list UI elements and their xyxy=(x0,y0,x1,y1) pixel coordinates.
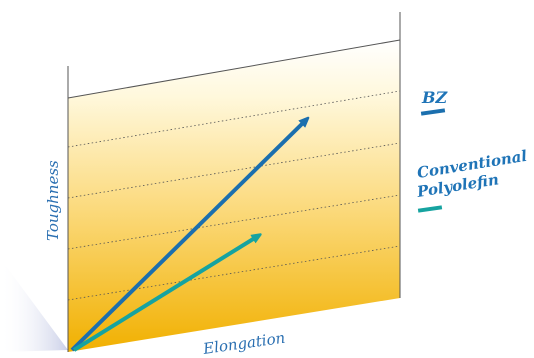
conventional-polyolefin-arrow xyxy=(72,236,258,352)
legend-bz-swatch xyxy=(420,108,446,116)
gridline xyxy=(67,245,401,301)
gridline xyxy=(67,142,401,199)
gridline xyxy=(67,90,401,148)
legend-bz-label: BZ xyxy=(421,88,449,107)
legend-conventional-swatch xyxy=(417,205,443,213)
y-axis-label: Toughness xyxy=(44,160,62,241)
x-axis-label: Elongation xyxy=(201,329,286,358)
floor-shadow xyxy=(0,258,68,352)
top-edge-line xyxy=(67,39,401,99)
bz-arrow xyxy=(70,120,306,352)
gridlines xyxy=(67,90,401,301)
gridline xyxy=(67,194,401,250)
